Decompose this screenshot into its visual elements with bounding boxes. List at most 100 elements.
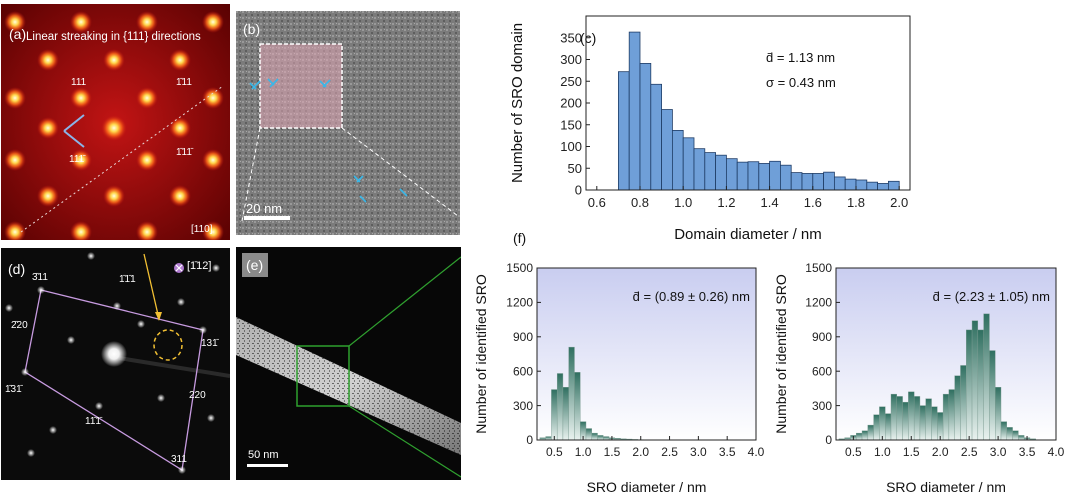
panel-d-spot-label: 11̄1̄: [85, 416, 101, 427]
histogram-bar: [715, 154, 727, 191]
x-tick-label: 2.0: [932, 445, 949, 459]
diffraction-spot: [67, 336, 75, 344]
plot-frame: [536, 267, 757, 441]
histogram-bar: [1006, 427, 1013, 441]
histogram-bar: [1012, 430, 1019, 441]
diffraction-spot: [169, 117, 191, 139]
x-tick-label: 1.5: [903, 445, 920, 459]
x-tick-label: 1.6: [804, 195, 822, 210]
y-tick-label: 0: [575, 183, 582, 198]
panel-d-spot-label: 131̄: [201, 338, 218, 349]
diffraction-spot: [113, 302, 121, 310]
histogram-bar: [556, 373, 564, 441]
panel-d-spot-label: 1̄31̄: [5, 384, 22, 395]
y-tick-label: 350: [560, 30, 582, 45]
histogram-bar: [639, 63, 652, 191]
histogram-bar: [704, 152, 717, 191]
histogram-bar: [682, 137, 695, 191]
x-tick-label: 1.0: [575, 445, 592, 459]
y-tick-label: 300: [560, 52, 582, 67]
diffraction-spot: [101, 115, 127, 141]
diffraction-spot: [202, 87, 224, 109]
histogram-bar: [844, 178, 857, 191]
histogram-bar: [948, 389, 955, 441]
x-tick-label: 1.4: [761, 195, 779, 210]
y-tick-label: 100: [560, 139, 582, 154]
histogram-bar: [983, 313, 990, 441]
chart-f-left-sro-histogram: 0.5 1.0 1.5 2.0 2.5 3.0 3.5 4.0 0 300 600 900 1200 15…: [473, 261, 765, 495]
histogram-bar: [591, 432, 598, 441]
diffraction-spot: [136, 87, 158, 109]
histogram-bar: [769, 160, 781, 191]
panel-a-spot-label: 1̄11: [176, 77, 192, 88]
diffraction-spot: [49, 426, 57, 434]
y-tick-label: 1200: [506, 296, 533, 310]
x-tick-label: 0.5: [546, 445, 563, 459]
histogram-bar: [617, 71, 630, 191]
histogram-bar: [747, 161, 760, 191]
panel-a-caption: Linear streaking in {111} directions: [26, 31, 201, 43]
histogram-bar: [855, 179, 868, 191]
panel-b-scalebar-label: 20 nm: [246, 201, 283, 216]
y-tick-label: 900: [812, 330, 832, 344]
histogram-bar: [877, 183, 889, 191]
x-tick-label: 3.5: [719, 445, 736, 459]
histogram-bar: [758, 163, 770, 191]
x-tick-label: 1.8: [847, 195, 865, 210]
x-axis-label: SRO diameter / nm: [886, 479, 1006, 495]
histogram-bar: [823, 171, 835, 191]
y-tick-label: 1200: [805, 296, 832, 310]
diffraction-spot: [212, 264, 220, 272]
histogram-bar: [896, 396, 903, 441]
histogram-bar: [812, 173, 824, 191]
histogram-bar: [1000, 421, 1007, 441]
x-tick-label: 1.5: [604, 445, 621, 459]
chart-c-domain-diameter-histogram: 0.6 0.8 1.0 1.2 1.4 1.6 1.8 2.0 0 50 100 150 200 250 3…: [509, 15, 911, 243]
diffraction-spot: [202, 149, 224, 171]
panel-a-graphic: [1, 4, 230, 240]
histogram-bar: [887, 180, 900, 191]
x-tick-label: 2.5: [961, 445, 978, 459]
diffraction-spot: [95, 402, 103, 410]
histogram-bar: [861, 430, 869, 441]
histogram-bar: [954, 375, 961, 441]
x-tick-label: 0.6: [588, 195, 606, 210]
histogram-bar: [693, 148, 706, 191]
x-tick-label: 3.5: [1019, 445, 1036, 459]
panel-e-scalebar-label: 50 nm: [248, 449, 279, 461]
histogram-bar: [597, 435, 604, 441]
x-tick-label: 0.5: [845, 445, 862, 459]
chart-f-right-sro-histogram: 0.5 1.0 1.5 2.0 2.5 3.0 3.5 4.0 0 300 600 900 1200 15…: [773, 261, 1065, 495]
panel-d-spot-label: 220: [189, 390, 206, 401]
diffraction-spot: [70, 149, 92, 171]
diffraction-spot: [4, 221, 26, 240]
y-tick-label: 150: [560, 117, 582, 132]
panel-e-darkfield-image: (e) 50 nm: [236, 247, 461, 480]
histogram-bar: [574, 372, 581, 441]
chart-annotation: σ = 0.43 nm: [766, 75, 836, 90]
y-tick-label: 250: [560, 74, 582, 89]
panel-a-diffraction-image: (a) Linear streaking in {111} directions…: [1, 4, 230, 240]
x-tick-label: 2.0: [632, 445, 649, 459]
panel-d-spot-label: 3̄11: [32, 272, 48, 283]
diffraction-spot: [136, 221, 158, 240]
histogram-bar: [562, 387, 569, 441]
diffraction-spot: [178, 466, 186, 474]
histogram-bar: [995, 387, 1002, 441]
histogram-bar: [977, 329, 984, 441]
histogram-bar: [890, 393, 897, 441]
x-tick-label: 4.0: [1048, 445, 1065, 459]
y-axis-label: Number of identified SRO: [773, 274, 789, 434]
y-tick-label: 0: [526, 433, 533, 447]
chart-annotation: d̄ = (0.89 ± 0.26) nm: [633, 289, 750, 304]
histogram-bar: [867, 424, 874, 441]
x-tick-label: 3.0: [690, 445, 707, 459]
diffraction-spot: [103, 185, 125, 207]
diffraction-spot: [4, 87, 26, 109]
diffraction-spot: [169, 185, 191, 207]
x-tick-label: 1.2: [717, 195, 735, 210]
histogram-bar: [790, 172, 803, 191]
diffraction-spot: [202, 221, 224, 240]
histogram-bar: [801, 173, 814, 191]
diffraction-spot: [37, 286, 45, 294]
